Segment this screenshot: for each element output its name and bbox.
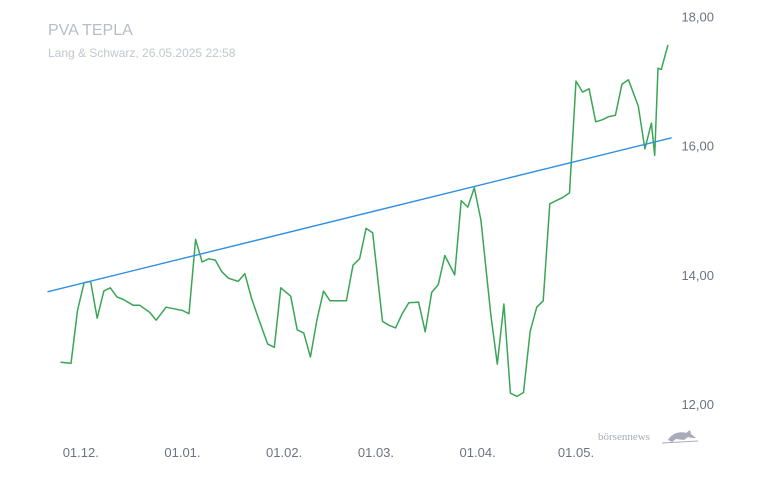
price-line bbox=[60, 44, 669, 398]
chart-title: PVA TEPLA bbox=[48, 22, 133, 39]
x-tick-label: 01.12. bbox=[63, 445, 99, 460]
x-tick-label: 01.03. bbox=[358, 445, 394, 460]
x-tick-label: 01.04. bbox=[460, 445, 496, 460]
x-tick-label: 01.02. bbox=[266, 445, 302, 460]
boersennews-watermark: börsennews bbox=[598, 430, 699, 444]
chart-subtitle: Lang & Schwarz, 26.05.2025 22:58 bbox=[48, 46, 236, 60]
series-layer bbox=[47, 44, 672, 398]
bull-icon bbox=[661, 430, 699, 444]
x-tick-label: 01.01. bbox=[164, 445, 200, 460]
x-axis-labels: 01.12. 01.01. 01.02. 01.03. 01.04. 01.05. bbox=[63, 445, 594, 460]
y-tick-label: 12,00 bbox=[681, 397, 714, 412]
y-tick-label: 18,00 bbox=[681, 9, 714, 24]
x-tick-label: 01.05. bbox=[558, 445, 594, 460]
y-tick-label: 14,00 bbox=[681, 268, 714, 283]
watermark-text: börsennews bbox=[598, 431, 650, 443]
y-axis-labels: 12,00 14,00 16,00 18,00 bbox=[681, 9, 714, 412]
trend-line bbox=[47, 137, 672, 293]
y-tick-label: 16,00 bbox=[681, 139, 714, 154]
